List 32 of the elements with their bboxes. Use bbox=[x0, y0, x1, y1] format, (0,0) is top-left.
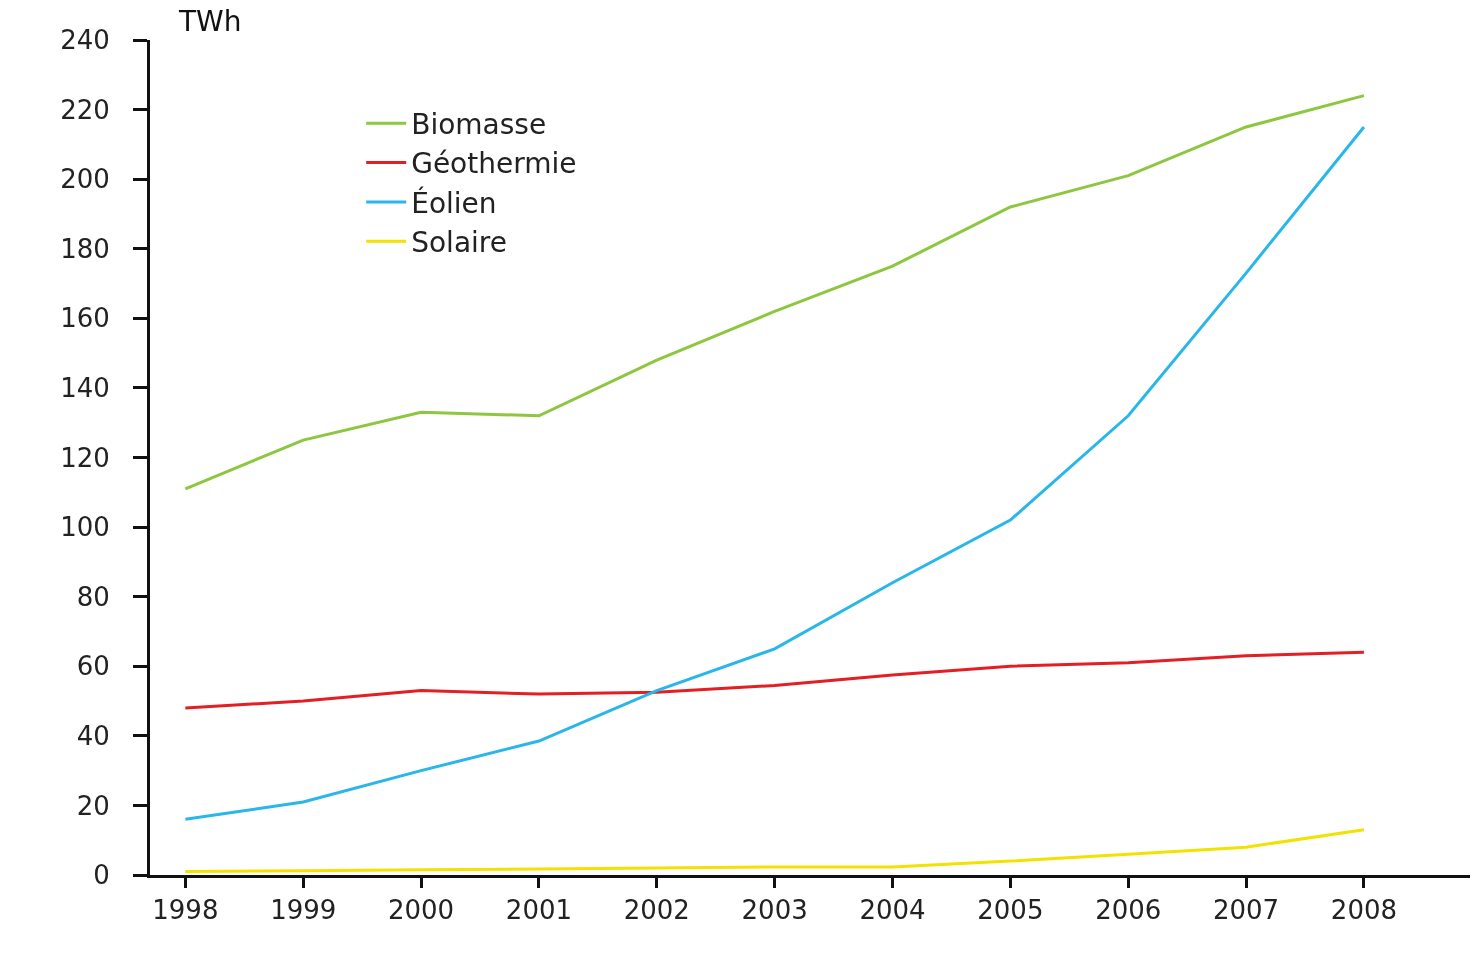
y-tick-label: 40 bbox=[76, 720, 110, 751]
line-series bbox=[183, 94, 1366, 491]
x-tick-label: 2002 bbox=[623, 895, 690, 926]
x-tick-label: 2008 bbox=[1330, 895, 1398, 926]
x-tick-label: 2003 bbox=[741, 895, 808, 926]
x-tick-label: 2004 bbox=[859, 895, 926, 926]
x-tick-label: 2006 bbox=[1095, 895, 1162, 926]
y-tick-label: 240 bbox=[60, 25, 110, 56]
x-tick-label: 1999 bbox=[270, 895, 337, 926]
legend-label: Solaire bbox=[411, 226, 507, 260]
x-tick-label: 2005 bbox=[977, 895, 1044, 926]
y-tick-label: 100 bbox=[60, 512, 110, 543]
y-tick-label: 200 bbox=[60, 164, 110, 195]
legend-label: Géothermie bbox=[411, 147, 577, 181]
x-tick-label: 1998 bbox=[152, 895, 219, 926]
y-tick-label: 80 bbox=[76, 581, 110, 612]
legend-label: Éolien bbox=[411, 185, 497, 220]
line-series bbox=[183, 828, 1366, 874]
y-tick-label: 20 bbox=[76, 790, 110, 821]
y-axis-title: TWh bbox=[178, 5, 242, 38]
x-tick-label: 2000 bbox=[387, 895, 455, 926]
y-tick-label: 160 bbox=[60, 303, 110, 334]
y-tick-label: 180 bbox=[60, 233, 110, 264]
y-tick-label: 0 bbox=[93, 860, 110, 891]
x-tick-label: 2001 bbox=[505, 895, 573, 926]
y-tick-label: 60 bbox=[76, 651, 110, 682]
line-series bbox=[183, 650, 1366, 710]
legend-label: Biomasse bbox=[411, 108, 547, 142]
y-tick-label: 120 bbox=[60, 442, 110, 473]
x-tick-label: 2007 bbox=[1212, 895, 1280, 926]
y-tick-label: 140 bbox=[60, 373, 110, 404]
y-tick-label: 220 bbox=[60, 94, 110, 125]
